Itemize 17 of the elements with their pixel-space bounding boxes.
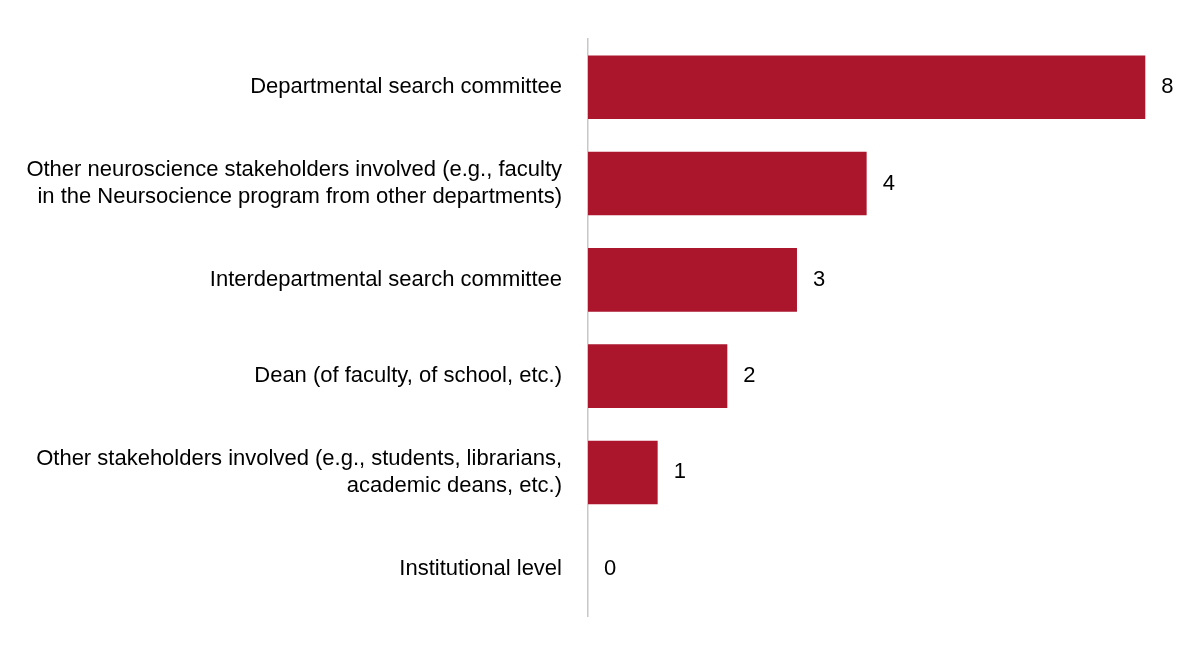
data-label: 2 xyxy=(743,362,756,388)
data-label: 0 xyxy=(604,554,617,580)
y-tick-label: Other neuroscience stakeholders involved (e.g., faculty in the Neursocience program from other departments) xyxy=(26,156,562,208)
bar xyxy=(588,151,867,216)
y-tick-label: Other stakeholders involved (e.g., students, librarians, academic deans, etc.) xyxy=(36,445,562,497)
bar xyxy=(588,248,797,312)
data-label: 8 xyxy=(1161,73,1174,99)
y-tick-label: Institutional level xyxy=(399,554,562,580)
y-tick-label: Dean (of faculty, of school, etc.) xyxy=(254,362,562,388)
bar xyxy=(588,55,1146,120)
y-tick-label: Departmental search committee xyxy=(250,73,562,99)
data-label: 1 xyxy=(673,458,686,484)
bar xyxy=(588,344,728,408)
data-label: 4 xyxy=(882,169,895,195)
y-tick-label: Interdepartmental search committee xyxy=(209,265,562,291)
bar xyxy=(588,440,658,505)
data-label: 3 xyxy=(812,265,826,291)
